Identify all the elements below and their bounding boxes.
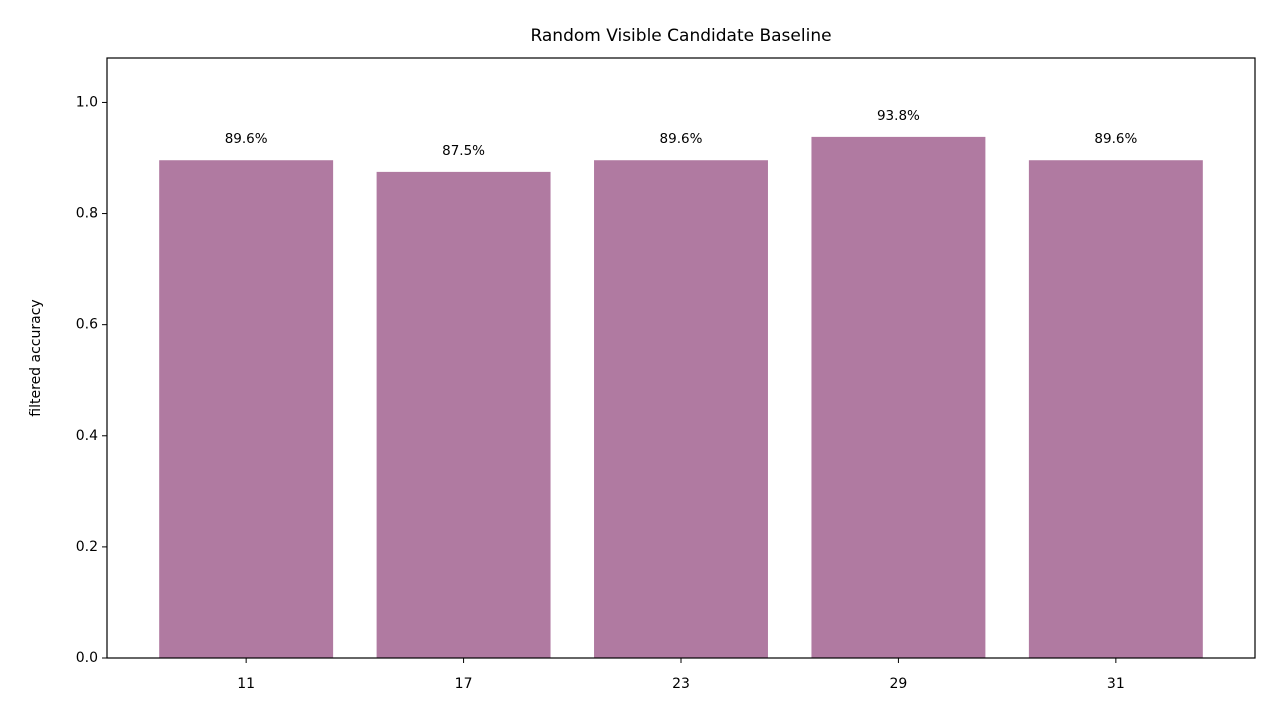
y-tick-label: 0.8 [76, 206, 98, 222]
y-tick-label: 0.0 [76, 650, 98, 666]
x-tick-label: 23 [672, 676, 690, 692]
value-label: 93.8% [877, 108, 920, 124]
value-label: 89.6% [1094, 131, 1137, 147]
y-axis-label: filtered accuracy [28, 299, 44, 416]
x-tick-label: 29 [890, 676, 908, 692]
y-tick-label: 1.0 [76, 94, 98, 110]
bar [811, 136, 986, 658]
x-tick-label: 31 [1107, 676, 1125, 692]
y-tick-label: 0.2 [76, 539, 98, 555]
value-label: 87.5% [442, 143, 485, 159]
bar [159, 160, 334, 658]
bar [1028, 160, 1203, 658]
x-tick-label: 11 [237, 676, 255, 692]
bar [376, 171, 551, 658]
y-tick-label: 0.6 [76, 317, 98, 333]
bar [594, 160, 768, 658]
value-label: 89.6% [660, 131, 703, 147]
value-label: 89.6% [225, 131, 268, 147]
chart-title: Random Visible Candidate Baseline [530, 26, 831, 46]
plot-frame [106, 57, 1256, 659]
y-tick-label: 0.4 [76, 428, 98, 444]
x-tick-label: 17 [455, 676, 473, 692]
